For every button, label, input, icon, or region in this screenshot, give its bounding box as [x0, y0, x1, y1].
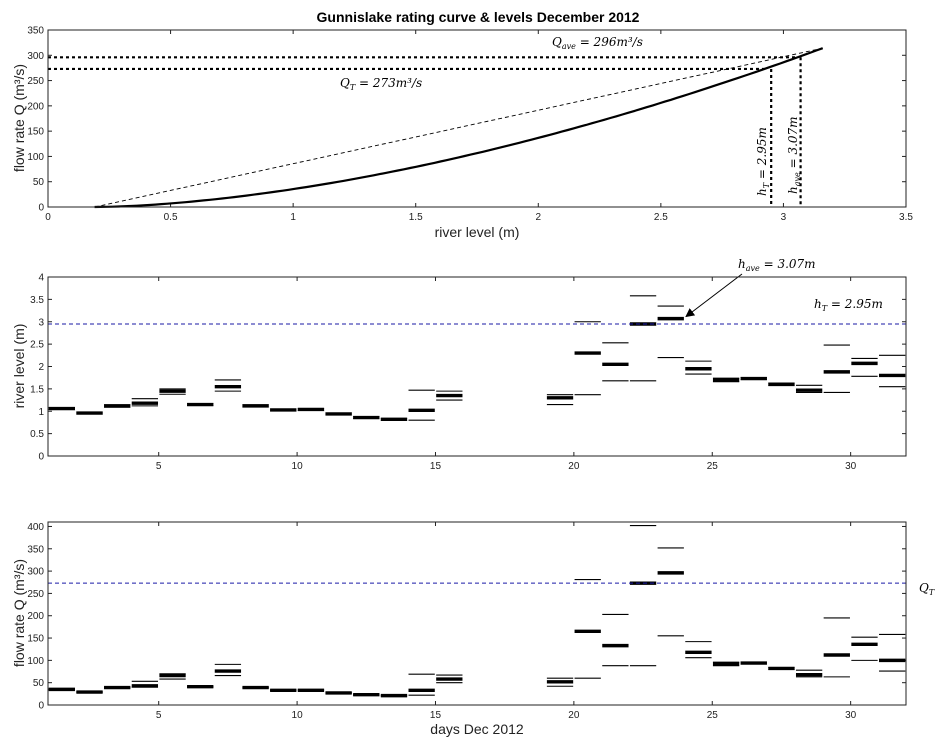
rating-y-tick-label: 250: [27, 76, 44, 87]
flows-y-tick-label: 100: [27, 656, 44, 667]
rating-x-tick-label: 0.5: [164, 212, 178, 223]
rating-x-tick-label: 1: [290, 212, 296, 223]
rating-y-tick-label: 350: [27, 26, 44, 37]
rating-y-tick-label: 200: [27, 101, 44, 112]
levels-y-tick-label: 3.5: [30, 295, 44, 306]
levels-x-tick-label: 10: [292, 461, 304, 472]
flows-axes-frame: [47, 521, 907, 706]
rating-x-tick-label: 3: [781, 212, 787, 223]
levels-y-tick-label: 1: [38, 407, 44, 418]
flows-y-tick-label: 350: [27, 544, 44, 555]
rating-curve-panel: 0 0.5 1 1.5 2 2.5 3 3.5 0 50 100 150 200 250 300 350 Qa…: [11, 26, 913, 241]
rating-axes-frame: [47, 29, 907, 208]
river-level-panel: 5 10 15 20 25 30 0 0.5 1 1.5 2 2.5 3 3.5 4 hT = 2.95m h…: [11, 257, 907, 472]
flows-y-tick-label: 150: [27, 634, 44, 645]
levels-y-tick-label: 4: [38, 273, 44, 284]
rating-y-tick-label: 150: [27, 127, 44, 138]
flows-x-tick-label: 10: [292, 710, 304, 721]
flows-y-tick-label: 300: [27, 567, 44, 578]
rating-y-tick-label: 300: [27, 51, 44, 62]
rating-y-tick-label: 0: [38, 203, 44, 214]
flows-x-axis-label: days Dec 2012: [430, 721, 524, 737]
rating-y-tick-label: 100: [27, 152, 44, 163]
levels-y-tick-label: 2.5: [30, 340, 44, 351]
q-ave-annotation: Qave = 296m³/s: [552, 35, 643, 51]
flows-y-axis-label: flow rate Q (m³/s): [11, 559, 27, 667]
rating-x-axis-label: river level (m): [435, 224, 520, 240]
linear-approximation-line: [94, 47, 823, 208]
levels-y-tick-label: 1.5: [30, 384, 44, 395]
levels-x-tick-label: 20: [568, 461, 580, 472]
levels-y-tick-label: 0.5: [30, 429, 44, 440]
figure-title: Gunnislake rating curve & levels Decembe…: [317, 9, 640, 25]
levels-arrow-annotation: have = 3.07m: [738, 257, 816, 273]
flows-x-tick-label: 30: [845, 710, 857, 721]
levels-annotation-arrow: [685, 273, 743, 318]
q-t-annotation: QT = 273m³/s: [340, 76, 422, 92]
rating-y-axis-label: flow rate Q (m³/s): [11, 64, 27, 172]
h-t-annotation: hT = 2.95m: [755, 127, 771, 196]
levels-y-tick-label: 2: [38, 362, 44, 373]
levels-x-tick-label: 30: [845, 461, 857, 472]
levels-axes-frame: [47, 276, 907, 457]
flows-y-tick-label: 0: [38, 701, 44, 712]
rating-y-tick-label: 50: [33, 177, 45, 188]
levels-y-tick-label: 0: [38, 452, 44, 463]
flows-y-tick-label: 400: [27, 522, 44, 533]
rating-x-tick-label: 2: [536, 212, 542, 223]
flows-threshold-annotation: QT: [919, 581, 935, 597]
flows-x-tick-label: 20: [568, 710, 580, 721]
levels-y-tick-label: 3: [38, 317, 44, 328]
levels-y-axis-label: river level (m): [11, 324, 27, 409]
rating-x-tick-label: 0: [45, 212, 51, 223]
flows-y-tick-label: 200: [27, 611, 44, 622]
levels-x-tick-label: 5: [156, 461, 162, 472]
levels-threshold-annotation: hT = 2.95m: [814, 297, 883, 313]
rating-x-tick-label: 1.5: [409, 212, 423, 223]
flows-x-tick-label: 25: [707, 710, 719, 721]
rating-x-tick-label: 2.5: [654, 212, 668, 223]
flows-y-tick-label: 250: [27, 589, 44, 600]
rating-x-tick-label: 3.5: [899, 212, 913, 223]
flows-x-tick-label: 15: [430, 710, 442, 721]
levels-x-tick-label: 25: [707, 461, 719, 472]
h-ave-annotation: have = 3.07m: [786, 116, 802, 194]
rating-curve-line: [94, 47, 824, 209]
flows-x-tick-label: 5: [156, 710, 162, 721]
flows-y-tick-label: 50: [33, 678, 45, 689]
levels-x-tick-label: 15: [430, 461, 442, 472]
